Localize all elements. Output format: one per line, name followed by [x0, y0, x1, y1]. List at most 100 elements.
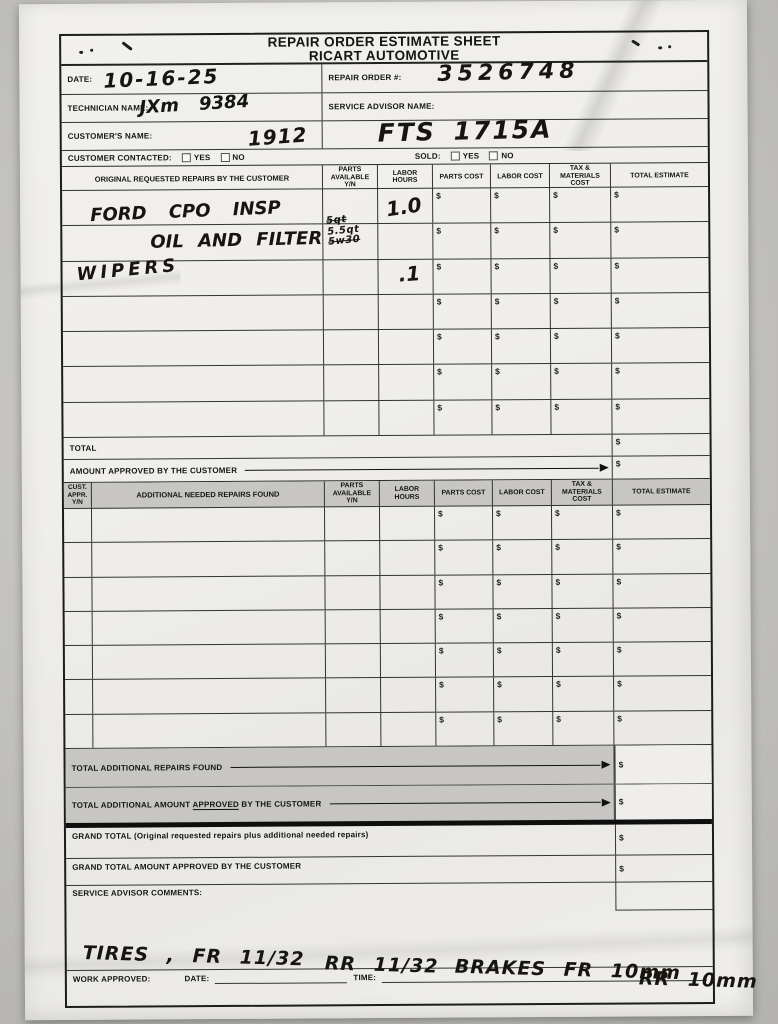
labor-cost-cell: $ [492, 399, 552, 435]
handwritten-vehicle-tag: FTS 1715A [377, 114, 553, 148]
dollar-sign: $ [616, 644, 622, 655]
handwritten-repair-order-number: 3526748 [437, 58, 580, 87]
parts-cost-cell: $ [433, 294, 492, 329]
dollar-sign: $ [556, 713, 562, 724]
contacted-yes-checkbox [181, 153, 191, 163]
table-row: $ $ $ $ [64, 607, 711, 647]
total-estimate-cell: $ [611, 187, 708, 222]
dollar-sign: $ [555, 542, 560, 553]
labor-cost-cell: $ [491, 293, 551, 329]
dollar-sign: $ [436, 225, 442, 236]
cust-appr-cell [64, 543, 93, 577]
total-estimate-cell: $ [612, 363, 709, 398]
total-estimate-cell: $ [614, 642, 711, 676]
amount-column-stub [615, 882, 713, 911]
parts-cost-cell: $ [433, 188, 492, 223]
labor-hours-cell: .1 [378, 259, 434, 294]
total-estimate-cell: $ [612, 399, 709, 434]
tax-materials-column-header: TAX & MATERIALS COST [549, 163, 612, 189]
tax-materials-cost-cell: $ [551, 399, 613, 434]
labor-cost-cell: $ [491, 223, 551, 258]
repair-order-form: REPAIR ORDER ESTIMATE SHEET RICART AUTOM… [59, 30, 758, 1008]
description-column-header: ADDITIONAL NEEDED REPAIRS FOUND [91, 481, 325, 508]
total-estimate-cell: $ [612, 293, 709, 328]
parts-available-cell [323, 259, 379, 295]
dollar-sign: $ [494, 225, 500, 236]
service-advisor-label: SERVICE ADVISOR NAME: [328, 101, 435, 112]
table-row: $ $ $ $ [65, 676, 712, 715]
vehicle-tag-field: FTS 1715A [323, 114, 708, 148]
grand-total-row: GRAND TOTAL (Original requested repairs … [65, 824, 713, 859]
customer-contacted-label: CUSTOMER CONTACTED: [67, 153, 172, 163]
dollar-sign: $ [496, 645, 502, 656]
sold-yes-checkbox [450, 151, 460, 161]
dollar-sign: $ [496, 542, 501, 553]
total-label: TOTAL [69, 443, 97, 453]
label-text: BY THE CUSTOMER [238, 799, 322, 809]
labor-hours-cell [381, 678, 437, 712]
total-additional-approved-row: TOTAL ADDITIONAL AMOUNT APPROVED BY THE … [65, 784, 712, 823]
labor-hours-cell [379, 506, 436, 541]
labor-hours-cell [381, 712, 437, 747]
dollar-sign: $ [616, 610, 622, 621]
table-row: $ $ $ $ [64, 573, 711, 612]
repair-description-cell [63, 365, 325, 402]
dollar-sign: $ [555, 645, 561, 656]
arrow-head-icon [599, 463, 609, 472]
dollar-sign: $ [495, 508, 501, 519]
dollar-sign: $ [618, 832, 624, 843]
total-estimate-cell: $ [611, 222, 708, 257]
grand-total-label: GRAND TOTAL (Original requested repairs … [71, 830, 369, 841]
cust-appr-column-header: CUST. APPR. Y/N [63, 482, 92, 508]
dollar-sign: $ [614, 224, 620, 235]
dollar-sign: $ [614, 260, 620, 271]
parts-available-cell [323, 294, 379, 330]
tax-materials-cost-cell: $ [552, 642, 615, 677]
labor-cost-column-header: LABOR COST [492, 479, 552, 506]
repair-description-cell: OIL AND FILTER [62, 224, 324, 261]
parts-cost-cell: $ [436, 712, 495, 746]
dollar-sign: $ [556, 679, 561, 690]
dollar-sign: $ [554, 366, 559, 377]
dollar-sign: $ [553, 295, 559, 306]
dollar-sign: $ [554, 401, 560, 412]
parts-cost-column-header: PARTS COST [432, 164, 492, 190]
label-text: TOTAL ADDITIONAL AMOUNT [71, 800, 193, 810]
date-field: DATE: 10-16-25 [61, 64, 323, 94]
dollar-sign: $ [553, 260, 559, 271]
description-column-header: ORIGINAL REQUESTED REPAIRS BY THE CUSTOM… [61, 165, 324, 192]
total-estimate-column-header: TOTAL ESTIMATE [632, 487, 691, 496]
dollar-sign: $ [436, 331, 442, 342]
parts-available-cell: 5qt 5.5qt 5w30 [323, 214, 379, 259]
handwritten-parts-notes: 5qt 5.5qt 5w30 [326, 214, 361, 248]
repair-order-field: REPAIR ORDER #: 3526748 [322, 58, 707, 92]
date-signature-line [215, 973, 348, 985]
technician-label: TECHNICIAN NAME: [67, 103, 149, 113]
tax-materials-cost-cell: $ [550, 258, 612, 293]
labor-hours-column-header: LABOR HOURS [377, 164, 434, 190]
additional-repair-description-cell [92, 575, 326, 611]
dollar-sign: $ [617, 713, 623, 724]
yes-label: YES [462, 151, 480, 161]
dollar-sign: $ [494, 331, 500, 342]
tax-materials-column-header: TAX & MATERIALS COST [551, 479, 613, 505]
parts-cost-cell: $ [435, 609, 494, 643]
customer-row: CUSTOMER'S NAME: 1912 FTS 1715A [61, 114, 708, 151]
dollar-sign: $ [439, 680, 444, 691]
dollar-sign: $ [615, 401, 621, 412]
dollar-sign: $ [438, 611, 444, 622]
no-label: NO [232, 152, 245, 162]
dollar-sign: $ [494, 260, 500, 271]
additional-repairs-table-body: $ $ $ $ $ $ $ $ $ $ $ $ $ $ $ $ $ $ $ $ $ $ $ $ $ $ $ $ [63, 505, 712, 749]
dollar-sign: $ [495, 402, 501, 413]
customer-name-field: CUSTOMER'S NAME: 1912 [61, 121, 323, 151]
table-row: $ $ $ $ [64, 539, 711, 578]
dollar-sign: $ [437, 367, 442, 378]
tax-materials-cost-cell: $ [553, 711, 615, 745]
parts-available-column-header: PARTS AVAILABLE Y/N [324, 481, 380, 507]
cust-appr-cell [63, 508, 93, 543]
amount-approved-label: AMOUNT APPROVED BY THE CUSTOMER [69, 465, 238, 476]
labor-hours-column-header: LABOR HOURS [379, 480, 435, 507]
arrow-line [230, 764, 601, 768]
customer-name-label: CUSTOMER'S NAME: [67, 131, 153, 141]
